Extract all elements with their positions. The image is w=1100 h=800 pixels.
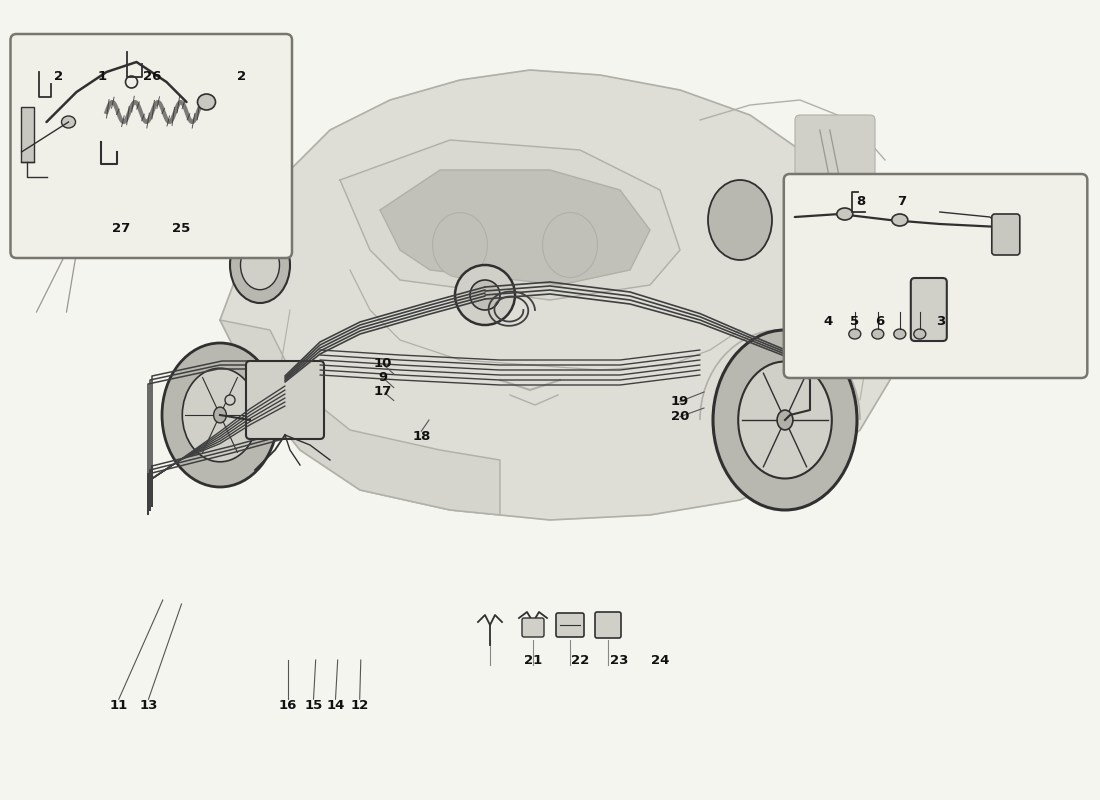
Text: 20: 20 bbox=[671, 410, 689, 423]
Ellipse shape bbox=[708, 180, 772, 260]
Text: 16: 16 bbox=[279, 699, 297, 712]
Ellipse shape bbox=[230, 227, 290, 303]
FancyBboxPatch shape bbox=[784, 174, 1087, 378]
Ellipse shape bbox=[777, 410, 793, 430]
Ellipse shape bbox=[738, 362, 832, 478]
Ellipse shape bbox=[183, 368, 257, 462]
Text: 15: 15 bbox=[305, 699, 322, 712]
Ellipse shape bbox=[455, 265, 515, 325]
Polygon shape bbox=[220, 320, 500, 515]
Text: 27: 27 bbox=[112, 222, 130, 234]
Ellipse shape bbox=[713, 330, 857, 510]
Ellipse shape bbox=[849, 329, 861, 339]
Text: 13: 13 bbox=[140, 699, 157, 712]
Text: 6: 6 bbox=[876, 315, 884, 328]
Polygon shape bbox=[220, 70, 900, 520]
Text: 19: 19 bbox=[671, 395, 689, 408]
Ellipse shape bbox=[62, 116, 76, 128]
Text: 9: 9 bbox=[378, 371, 387, 384]
Bar bbox=[22, 107, 33, 162]
Text: 23: 23 bbox=[610, 654, 628, 666]
Text: 5: 5 bbox=[850, 315, 859, 328]
Ellipse shape bbox=[432, 213, 487, 278]
Text: 26: 26 bbox=[143, 70, 161, 82]
Text: 4: 4 bbox=[824, 315, 833, 328]
Ellipse shape bbox=[198, 94, 216, 110]
FancyBboxPatch shape bbox=[556, 613, 584, 637]
Ellipse shape bbox=[837, 208, 852, 220]
Text: 7: 7 bbox=[898, 195, 906, 208]
Text: 24: 24 bbox=[651, 654, 669, 666]
Ellipse shape bbox=[226, 395, 235, 405]
Polygon shape bbox=[379, 170, 650, 285]
FancyBboxPatch shape bbox=[11, 34, 292, 258]
FancyBboxPatch shape bbox=[795, 115, 874, 185]
Text: 2: 2 bbox=[54, 70, 63, 82]
FancyBboxPatch shape bbox=[595, 612, 621, 638]
Text: 12: 12 bbox=[351, 699, 369, 712]
Ellipse shape bbox=[213, 407, 227, 423]
Ellipse shape bbox=[804, 359, 816, 371]
Text: 3: 3 bbox=[936, 315, 945, 328]
Ellipse shape bbox=[241, 240, 279, 290]
Ellipse shape bbox=[872, 329, 883, 339]
FancyBboxPatch shape bbox=[246, 361, 324, 439]
Text: 11: 11 bbox=[110, 699, 128, 712]
Ellipse shape bbox=[894, 329, 905, 339]
Ellipse shape bbox=[914, 329, 926, 339]
Text: 1: 1 bbox=[98, 70, 107, 82]
Ellipse shape bbox=[542, 213, 597, 278]
Text: 2: 2 bbox=[238, 70, 246, 82]
Text: 22: 22 bbox=[571, 654, 588, 666]
Ellipse shape bbox=[470, 280, 500, 310]
FancyBboxPatch shape bbox=[911, 278, 947, 341]
Text: 10: 10 bbox=[374, 358, 392, 370]
Ellipse shape bbox=[162, 343, 278, 487]
Text: 14: 14 bbox=[327, 699, 344, 712]
Ellipse shape bbox=[892, 214, 907, 226]
Text: 25: 25 bbox=[173, 222, 190, 234]
FancyBboxPatch shape bbox=[522, 618, 544, 637]
Polygon shape bbox=[340, 140, 680, 300]
Text: 18: 18 bbox=[412, 430, 430, 442]
Text: 8: 8 bbox=[857, 195, 866, 208]
FancyBboxPatch shape bbox=[992, 214, 1020, 255]
Text: 17: 17 bbox=[374, 385, 392, 398]
Text: 21: 21 bbox=[525, 654, 542, 666]
